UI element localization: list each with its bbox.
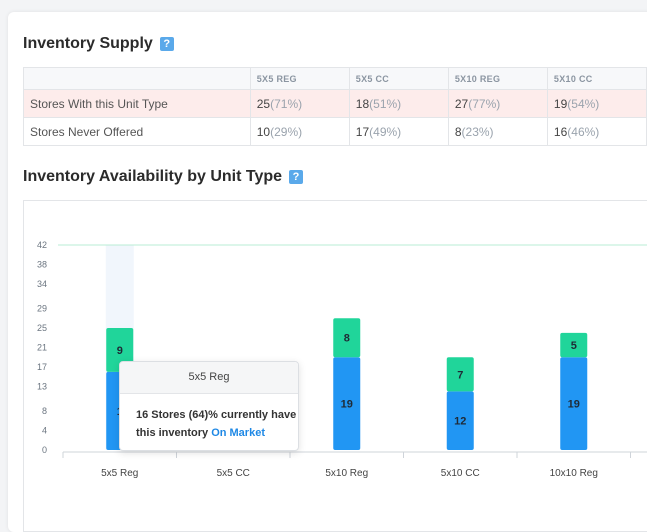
y-tick-label: 29	[37, 303, 47, 313]
tooltip-title: 5x5 Reg	[120, 362, 298, 394]
bar-value-label: 9	[117, 345, 123, 357]
table-cell: 16(46%)	[546, 117, 647, 146]
bar-value-label: 7	[457, 369, 463, 381]
bar-blue	[446, 391, 474, 450]
x-tick-label: 5x10 CC	[441, 468, 480, 479]
x-tick-label: 5x5 Reg	[101, 468, 138, 479]
bar-value-label: 5	[571, 340, 577, 352]
help-icon[interactable]: ?	[159, 37, 174, 51]
chart-tooltip: 5x5 Reg 16 Stores (64)% currently have t…	[119, 361, 299, 451]
tooltip-line: this inventory On Market	[136, 427, 265, 439]
table-cell: 25(71%)	[249, 89, 350, 118]
y-tick-label: 8	[42, 406, 47, 416]
table-cell: 19(54%)	[546, 89, 647, 118]
x-tick-label: 10x10 Reg	[550, 468, 598, 479]
bar-blue	[560, 357, 588, 450]
tooltip-line: 16 Stores (64)% currently have	[136, 409, 297, 421]
bar-green	[106, 327, 134, 372]
y-tick-label: 17	[37, 362, 47, 372]
y-tick-label: 13	[37, 382, 47, 392]
bar-blue	[333, 357, 361, 450]
table-header-empty	[23, 67, 251, 90]
x-tick-label: 5x5 CC	[217, 468, 250, 479]
column-header: 5X10 REG	[447, 67, 548, 90]
bar-value-label: 19	[341, 399, 353, 411]
availability-chart: 0 4 8 13 17 21 25 29 34 38 42 5x5 Reg 5x5 CC 5x10 Reg…	[37, 240, 647, 479]
tooltip-body: 16 Stores (64)% currently have this inve…	[120, 394, 298, 442]
table-cell: 27(77%)	[447, 89, 548, 118]
table-row: Stores Never Offered 10(29%) 17(49%) 8(2…	[23, 117, 647, 146]
bar-value-label: 19	[568, 399, 580, 411]
y-tick-label: 38	[37, 260, 47, 270]
bar-value-label: 12	[454, 416, 466, 428]
y-tick-label: 42	[37, 240, 47, 250]
table-cell: 18(51%)	[348, 89, 449, 118]
bar-green	[333, 318, 361, 358]
on-market-link[interactable]: On Market	[211, 427, 265, 439]
bar-value-label: 8	[344, 333, 350, 345]
row-label: Stores With this Unit Type	[23, 89, 251, 118]
y-tick-label: 0	[42, 445, 47, 455]
y-tick-label: 25	[37, 323, 47, 333]
table-cell: 10(29%)	[249, 117, 350, 146]
table-header-row: 5X5 REG 5X5 CC 5X10 REG 5X10 CC	[23, 67, 647, 90]
inventory-supply-title: Inventory Supply?	[23, 35, 174, 53]
help-icon[interactable]: ?	[289, 170, 304, 184]
y-tick-label: 34	[37, 279, 47, 289]
bar-green	[446, 357, 474, 392]
x-tick-label: 5x10 Reg	[325, 468, 368, 479]
bar-green	[560, 332, 588, 358]
column-header: 5X5 CC	[348, 67, 449, 90]
table-cell: 17(49%)	[348, 117, 449, 146]
table-cell: 8(23%)	[447, 117, 548, 146]
inventory-supply-table: 5X5 REG 5X5 CC 5X10 REG 5X10 CC Stores W…	[23, 67, 647, 146]
inventory-availability-title: Inventory Availability by Unit Type?	[23, 168, 304, 186]
y-tick-label: 21	[37, 343, 47, 353]
y-tick-label: 4	[42, 425, 47, 435]
table-row: Stores With this Unit Type 25(71%) 18(51…	[23, 89, 647, 118]
